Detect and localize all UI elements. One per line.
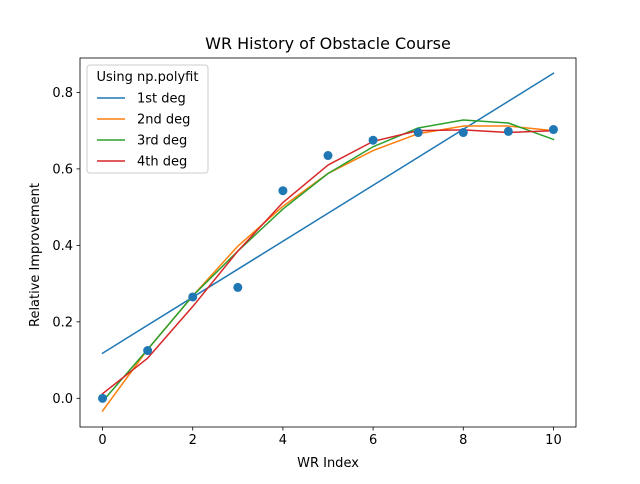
legend-title: Using np.polyfit: [97, 70, 199, 85]
legend-label-3: 3rd deg: [137, 134, 187, 149]
data-point: [188, 292, 198, 302]
data-point: [413, 128, 423, 138]
legend-box: [86, 64, 209, 174]
legend-label-4: 4th deg: [137, 155, 187, 170]
data-point: [368, 135, 378, 145]
x-tick-label: 2: [189, 433, 197, 448]
data-point: [98, 393, 108, 403]
y-tick-label: 0.8: [52, 86, 73, 101]
y-axis-label: Relative Improvement: [28, 183, 43, 327]
x-axis-label: WR Index: [297, 456, 359, 471]
data-point: [233, 282, 243, 292]
legend-label-2: 2nd deg: [137, 113, 190, 128]
data-point: [323, 151, 333, 161]
chart-title: WR History of Obstacle Course: [205, 34, 451, 53]
data-point: [503, 126, 513, 136]
y-tick-label: 0.0: [52, 392, 73, 407]
series-line-4: [101, 129, 555, 395]
x-tick-label: 0: [98, 433, 106, 448]
x-tick-label: 4: [279, 433, 287, 448]
series-line-3: [101, 119, 555, 403]
series-line-1: [101, 72, 555, 355]
data-point: [458, 128, 468, 138]
y-tick-label: 0.6: [52, 162, 73, 177]
legend: Using np.polyfit 1st deg 2nd deg 3rd deg 4t…: [86, 64, 209, 174]
y-tick-label: 0.4: [52, 239, 73, 254]
y-tick-label: 0.2: [52, 315, 73, 330]
data-point: [143, 346, 153, 356]
x-tick-label: 8: [459, 433, 467, 448]
plot-area: 0 2 4 6 8 10 0.0 0.2 0.4 0.6 0.8: [52, 57, 577, 448]
axes-frame: [79, 57, 577, 428]
data-point: [548, 125, 558, 135]
x-tick-label: 6: [369, 433, 377, 448]
x-tick-label: 10: [545, 433, 562, 448]
legend-label-1: 1st deg: [137, 92, 186, 107]
data-point: [278, 186, 288, 196]
